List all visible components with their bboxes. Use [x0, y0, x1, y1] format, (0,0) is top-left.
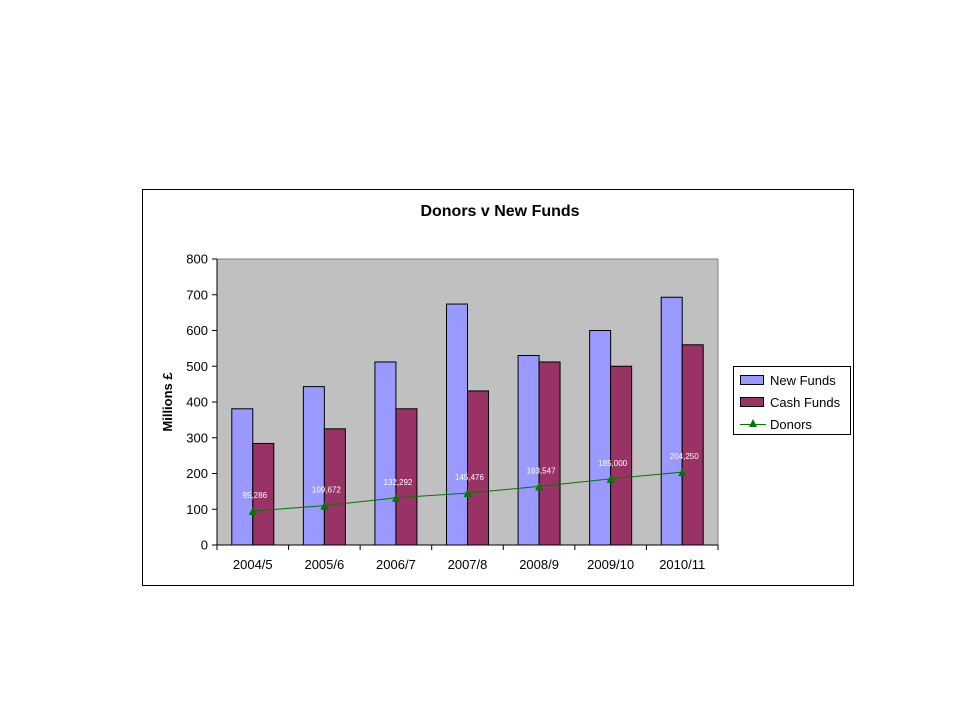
- bar-new-funds: [517, 355, 540, 546]
- donors-point: [535, 482, 544, 491]
- bar-new-funds: [589, 330, 612, 546]
- legend-swatch-donors: [740, 418, 766, 430]
- legend-label-new-funds: New Funds: [770, 372, 836, 388]
- donors-point: [320, 501, 329, 510]
- bar-new-funds: [374, 361, 397, 546]
- donors-point: [391, 493, 400, 502]
- triangle-marker-icon: [749, 419, 757, 427]
- legend-item-new-funds: New Funds: [740, 371, 836, 389]
- chart-title: Donors v New Funds: [420, 203, 579, 220]
- legend-label-cash-funds: Cash Funds: [770, 394, 841, 410]
- y-tick-label: 500: [186, 359, 208, 374]
- donors-point: [678, 468, 687, 477]
- legend-item-donors: Donors: [740, 415, 812, 433]
- x-tick-label: 2007/8: [448, 557, 488, 572]
- x-tick-label: 2004/5: [233, 557, 273, 572]
- x-tick-label: 2010/11: [659, 557, 705, 572]
- y-tick-label: 0: [201, 538, 208, 553]
- bar-new-funds: [446, 303, 468, 546]
- x-tick-label: 2006/7: [376, 557, 416, 572]
- donors-data-label: 204,250: [670, 452, 699, 461]
- donors-data-label: 163,547: [527, 466, 556, 475]
- bar-cash-funds: [610, 365, 633, 546]
- donors-data-label: 109,672: [312, 486, 341, 495]
- bar-new-funds: [231, 408, 254, 546]
- legend-item-cash-funds: Cash Funds: [740, 393, 840, 411]
- donors-point: [248, 507, 257, 516]
- bar-cash-funds: [323, 428, 346, 546]
- donors-data-label: 145,476: [455, 473, 484, 482]
- donors-data-label: 95,286: [243, 491, 268, 500]
- bar-new-funds: [302, 386, 325, 546]
- y-tick-label: 700: [186, 287, 208, 302]
- legend-swatch-cash-funds: [740, 397, 764, 407]
- bar-cash-funds: [252, 442, 275, 546]
- x-tick-label: 2009/10: [587, 557, 634, 572]
- bar-cash-funds: [467, 390, 489, 546]
- legend-label-donors: Donors: [770, 416, 812, 432]
- y-tick-label: 600: [186, 323, 208, 338]
- bar-cash-funds: [395, 408, 418, 546]
- x-tick-label: 2005/6: [304, 557, 344, 572]
- y-tick-label: 200: [186, 466, 208, 481]
- bar-cash-funds: [681, 344, 704, 546]
- y-tick-label: 800: [186, 252, 208, 267]
- donors-point: [463, 489, 472, 498]
- x-tick-label: 2008/9: [519, 557, 559, 572]
- y-axis-label: Millions £: [160, 372, 175, 432]
- bar-cash-funds: [538, 361, 561, 546]
- bar-new-funds: [660, 296, 683, 546]
- donors-point: [606, 474, 615, 483]
- legend-swatch-new-funds: [740, 375, 764, 385]
- y-tick-label: 100: [186, 502, 208, 517]
- legend: New Funds Cash Funds Donors: [733, 366, 851, 435]
- y-tick-label: 400: [186, 395, 208, 410]
- y-tick-label: 300: [186, 430, 208, 445]
- donors-data-label: 132,292: [383, 478, 412, 487]
- donors-data-label: 185,000: [598, 459, 627, 468]
